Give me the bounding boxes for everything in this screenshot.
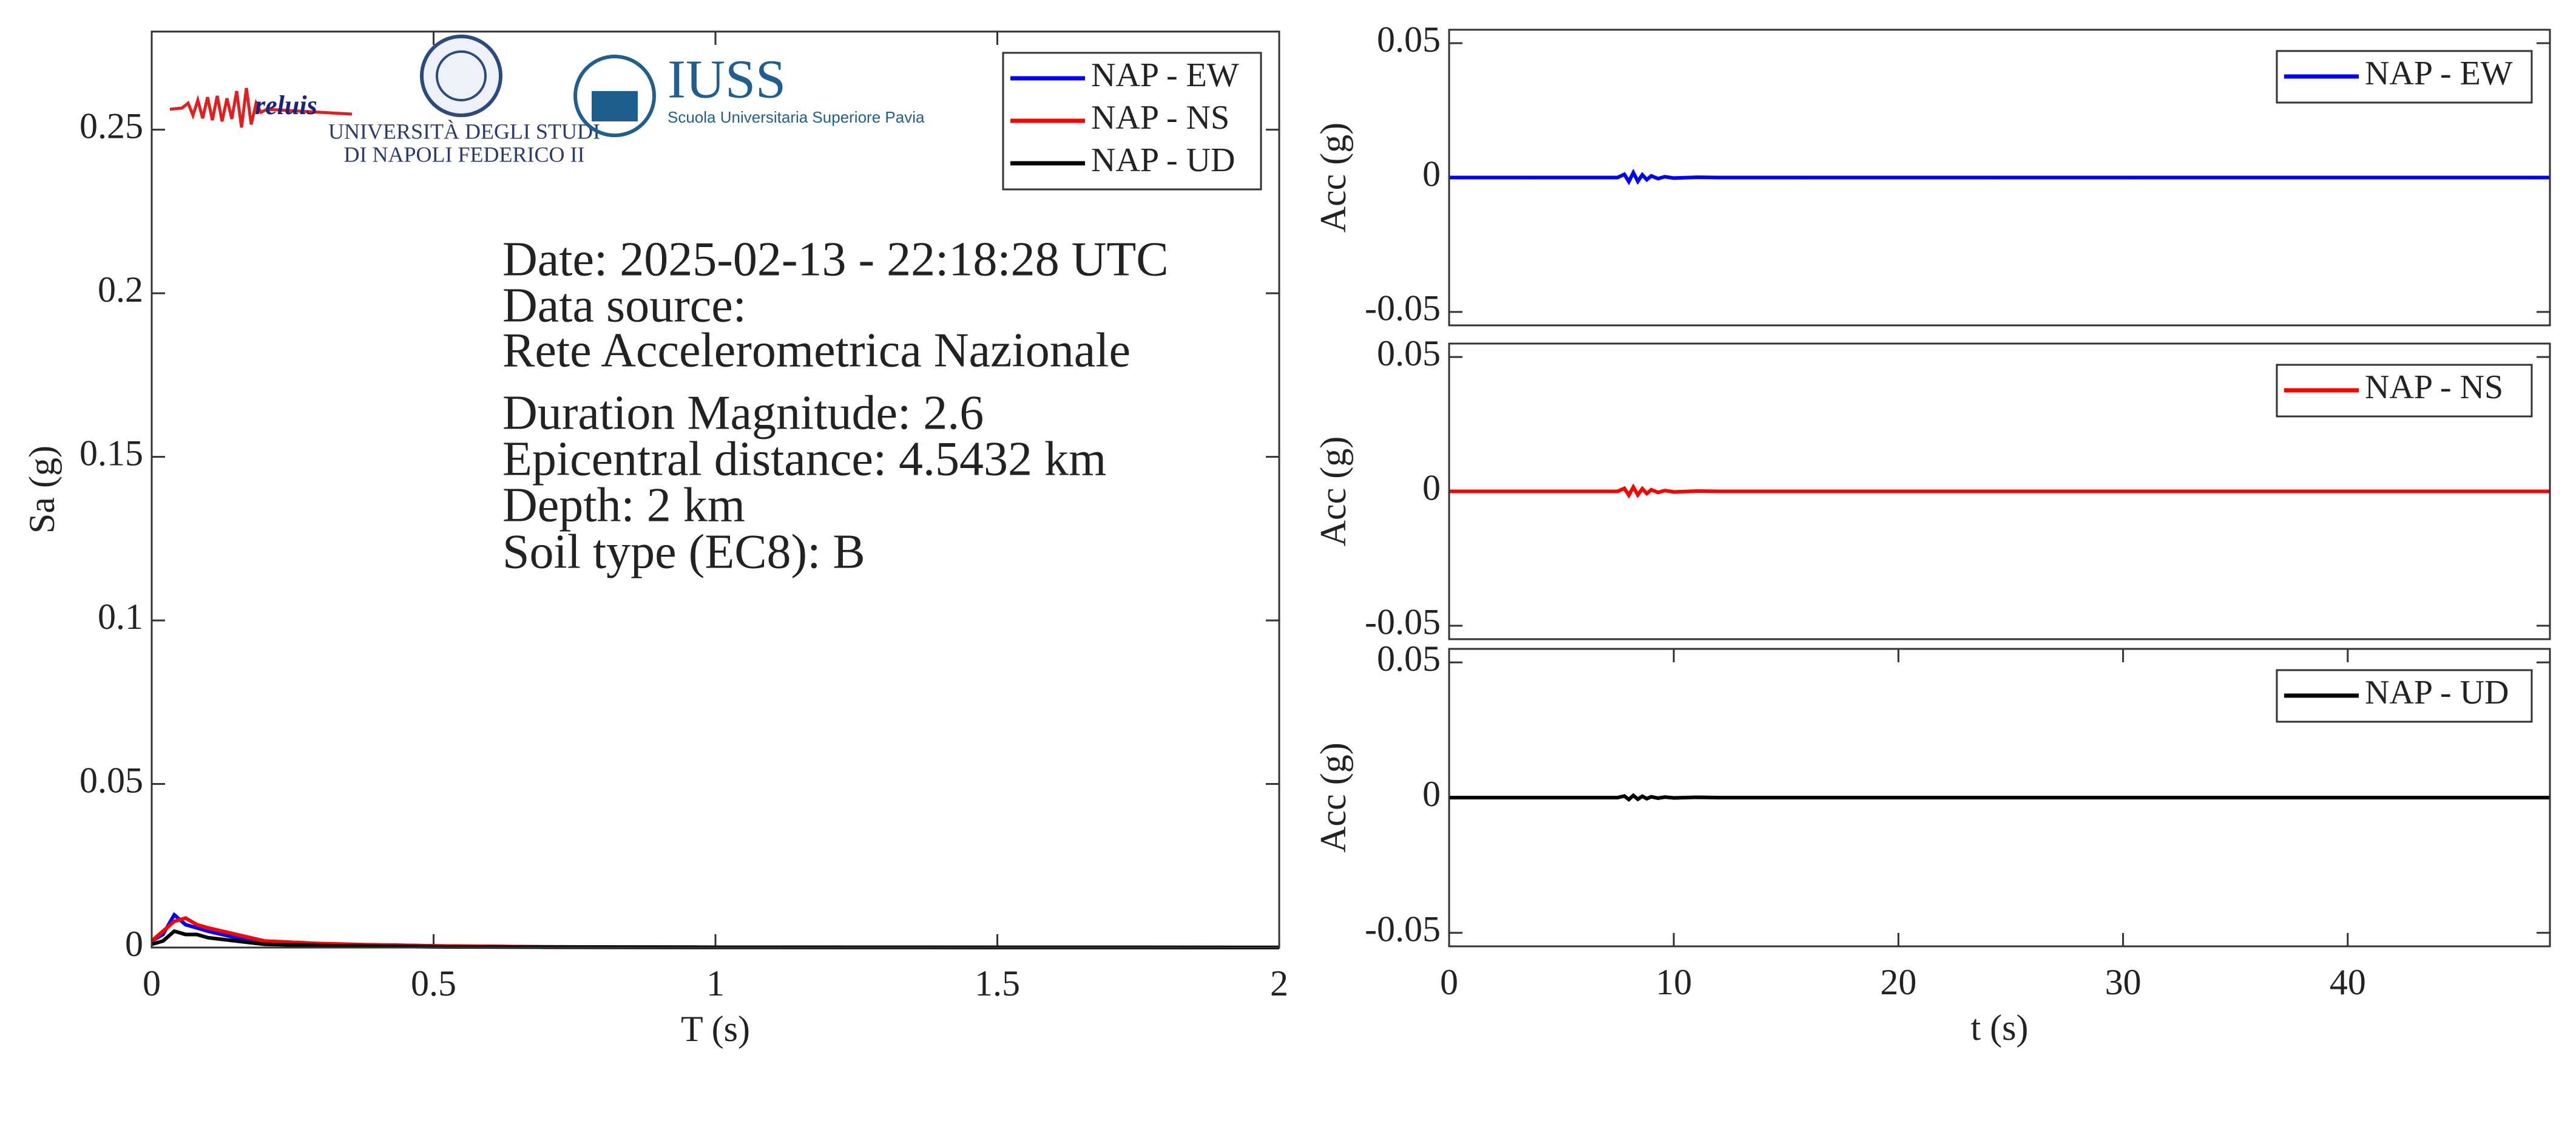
y-tick-label: 0.05: [1377, 639, 1441, 679]
x-tick-label: 1.5: [975, 963, 1020, 1003]
unina-seal: [420, 35, 502, 117]
x-tick-label: 1: [706, 963, 725, 1003]
series-line: [1449, 168, 2550, 186]
iuss-building: [592, 91, 638, 121]
axes-frame: [150, 30, 1280, 949]
y-tick-label: 0.15: [79, 433, 143, 473]
annotation: Rete Accelerometrica Nazionale: [502, 324, 1131, 377]
iuss-text: IUSS: [668, 50, 786, 110]
y-tick-label: 0: [125, 924, 143, 964]
y-axis-label: Acc (g): [1313, 742, 1353, 853]
x-tick-label: 40: [2330, 962, 2366, 1002]
series-line: [1449, 793, 2550, 802]
y-tick-label: -0.05: [1365, 602, 1441, 642]
y-tick-label: 0.05: [79, 760, 143, 800]
legend-label: NAP - NS: [1091, 99, 1229, 137]
legend-label: NAP - EW: [2365, 55, 2513, 92]
x-axis-label: t (s): [1971, 1008, 2029, 1048]
annotation: Data source:: [502, 279, 746, 332]
y-tick-label: 0.05: [1377, 19, 1441, 59]
unina-seal-inner: [436, 50, 487, 101]
annotation: Epicentral distance: 4.5432 km: [502, 432, 1106, 486]
axes-frame: [1448, 342, 2551, 640]
axes-frame: [1448, 648, 2551, 948]
y-tick-label: 0.1: [98, 597, 143, 637]
legend-label: NAP - NS: [2365, 368, 2503, 406]
annotation: Depth: 2 km: [502, 478, 745, 532]
x-tick-label: 30: [2105, 962, 2142, 1002]
x-tick-label: 0: [1440, 962, 1458, 1002]
y-tick-label: 0.25: [79, 106, 143, 146]
legend-label: NAP - EW: [1091, 56, 1239, 94]
iuss-icon: [573, 55, 656, 137]
y-axis-label: Acc (g): [1313, 436, 1353, 547]
y-axis-label: Acc (g): [1313, 123, 1353, 233]
y-tick-label: -0.05: [1365, 909, 1441, 949]
unina-line2: DI NAPOLI FEDERICO II: [344, 142, 585, 166]
x-axis-label: T (s): [681, 1009, 750, 1049]
annotation: Duration Magnitude: 2.6: [502, 386, 984, 439]
x-tick-label: 2: [1270, 963, 1288, 1003]
y-tick-label: 0.05: [1377, 333, 1441, 373]
y-axis-label: Sa (g): [22, 446, 62, 534]
series-line: [1449, 483, 2550, 499]
axes-frame: [1448, 29, 2551, 327]
annotation: Date: 2025-02-13 - 22:18:28 UTC: [502, 232, 1169, 286]
x-tick-label: 0: [143, 963, 161, 1003]
reluis-text: reluis: [255, 90, 317, 120]
y-tick-label: 0: [1422, 774, 1441, 814]
y-tick-label: 0.2: [98, 270, 143, 310]
y-tick-label: 0: [1422, 154, 1441, 194]
y-tick-label: -0.05: [1365, 288, 1441, 328]
iuss-sub: Scuola Universitaria Superiore Pavia: [668, 108, 925, 126]
x-tick-label: 0.5: [411, 963, 456, 1003]
x-tick-label: 20: [1880, 962, 1916, 1002]
unina-line1: UNIVERSITÀ DEGLI STUDI: [328, 119, 600, 143]
legend-label: NAP - UD: [2365, 674, 2509, 711]
logos: reluis UNIVERSITÀ DEGLI STUDI DI NAPOLI …: [169, 35, 925, 166]
y-tick-label: 0: [1422, 467, 1441, 507]
x-tick-label: 10: [1655, 962, 1692, 1002]
legend-label: NAP - UD: [1091, 141, 1235, 179]
reluis-wave: [169, 87, 353, 128]
annotation: Soil type (EC8): B: [502, 525, 865, 578]
